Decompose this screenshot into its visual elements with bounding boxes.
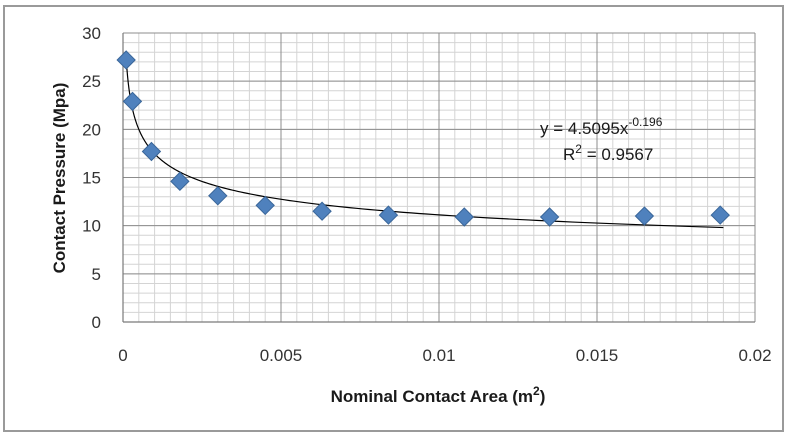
- data-point: [710, 205, 730, 225]
- y-tick-label: 25: [82, 72, 101, 91]
- y-tick-label: 30: [82, 24, 101, 43]
- y-tick-label: 0: [92, 313, 101, 332]
- y-tick-label: 15: [82, 169, 101, 188]
- data-point: [141, 141, 162, 162]
- y-axis-title: Contact Pressure (Mpa): [50, 83, 69, 274]
- data-point: [208, 186, 228, 206]
- data-point: [539, 207, 560, 227]
- tick-labels: 0 0.005 0.01 0.015 0.02 0 5 10 15 20 25 30: [82, 24, 771, 365]
- x-tick-label: 0: [118, 346, 127, 365]
- x-tick-label: 0.01: [422, 346, 455, 365]
- data-point: [454, 207, 474, 227]
- trendline-equation: y = 4.5095x-0.196: [540, 115, 663, 138]
- data-point: [116, 50, 136, 70]
- data-point: [122, 91, 143, 112]
- data-point: [312, 201, 332, 221]
- axes: [122, 33, 755, 323]
- data-points: [116, 50, 730, 227]
- y-tick-label: 20: [82, 120, 101, 139]
- y-tick-label: 5: [92, 265, 101, 284]
- x-tick-label: 0.02: [738, 346, 771, 365]
- x-axis-title: Nominal Contact Area (m2): [331, 384, 546, 406]
- y-tick-label: 10: [82, 217, 101, 236]
- data-point: [170, 171, 190, 192]
- data-point: [378, 205, 399, 225]
- grid-lines: [122, 32, 756, 323]
- x-tick-label: 0.005: [260, 346, 303, 365]
- data-point: [634, 206, 655, 226]
- data-point: [255, 195, 275, 216]
- r-squared-label: R2 = 0.9567: [563, 142, 653, 164]
- x-tick-label: 0.015: [576, 346, 619, 365]
